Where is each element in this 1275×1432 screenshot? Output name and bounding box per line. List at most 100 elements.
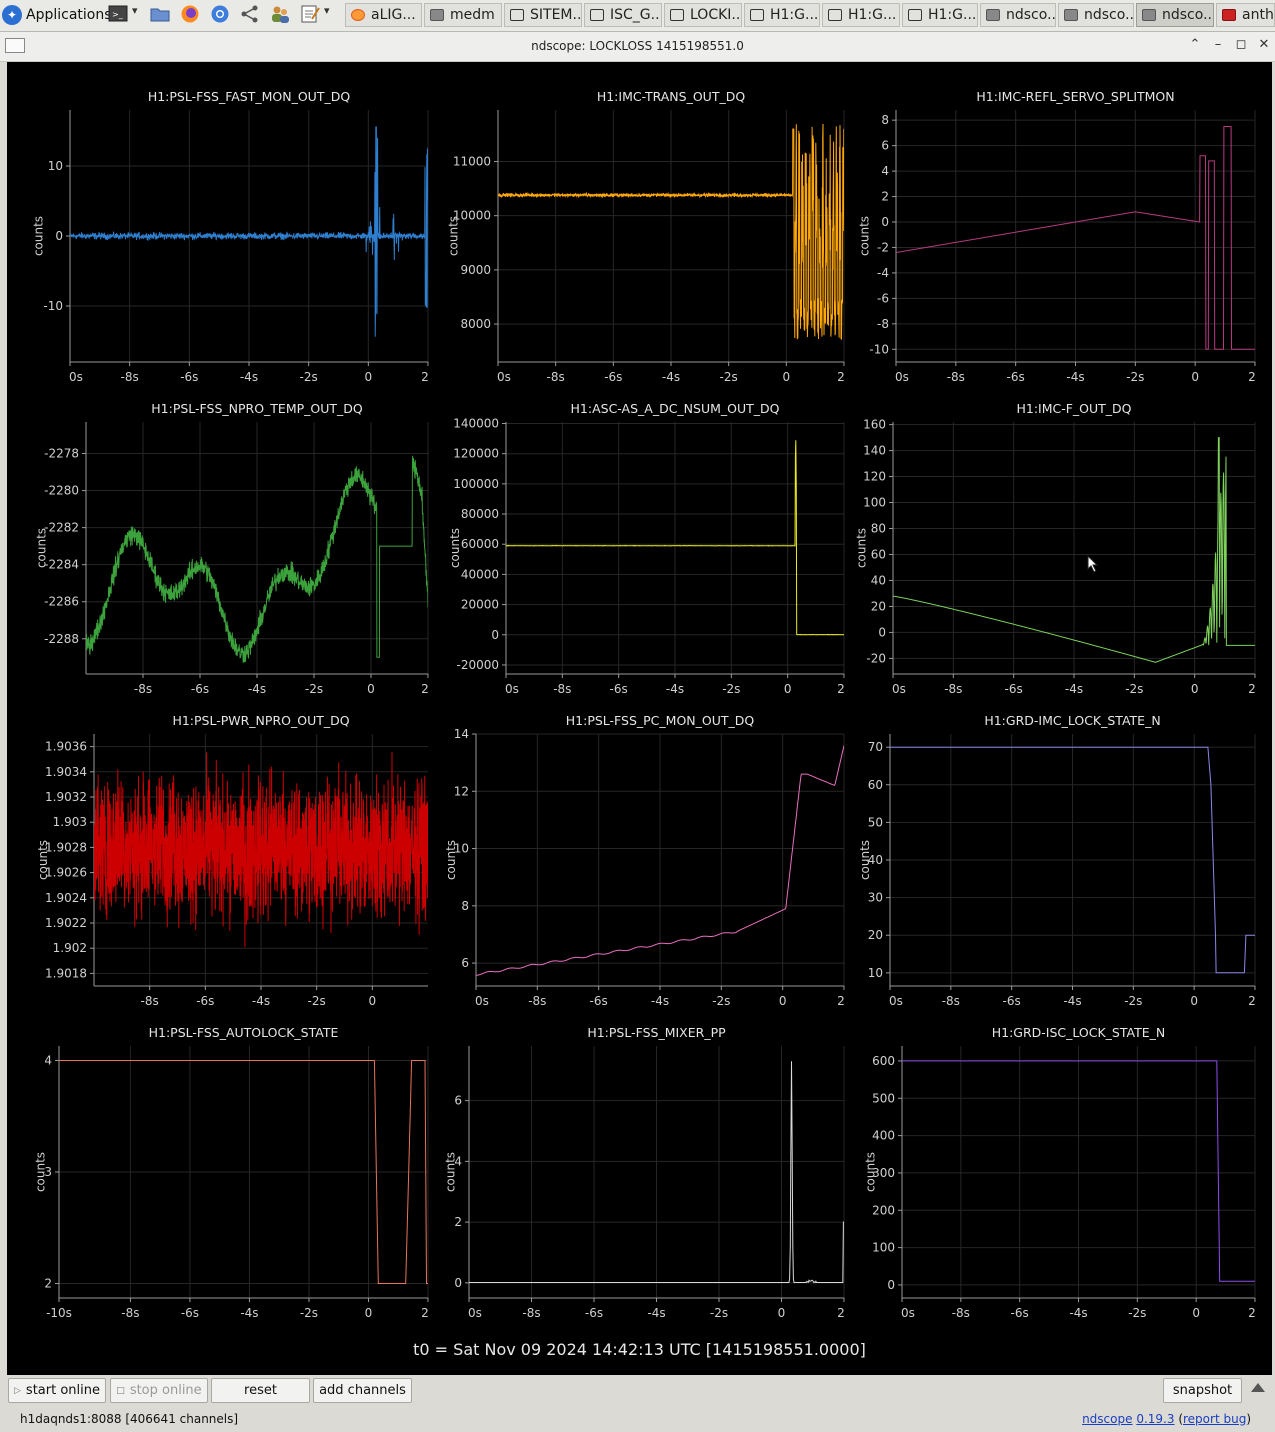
text-editor-launcher-icon[interactable] (300, 4, 320, 24)
y-axis-label: counts (447, 216, 461, 256)
x-tick-label: -8s (553, 682, 571, 696)
x-tick-label: 0 (367, 682, 375, 696)
taskbar-window-6[interactable]: H1:G... (744, 3, 820, 27)
y-axis-label: counts (858, 840, 872, 880)
folder-launcher-icon[interactable] (150, 4, 170, 24)
series-trace (94, 751, 428, 948)
taskbar-window-label: H1:G... (770, 7, 819, 23)
y-tick-label: 400 (872, 1129, 895, 1143)
x-tick-label: 0 (1192, 1306, 1200, 1320)
firefox-launcher-icon[interactable] (180, 4, 200, 24)
x-tick-label: -8s (547, 370, 565, 384)
y-tick-label: 100 (872, 1241, 895, 1255)
y-tick-label: 600 (872, 1054, 895, 1068)
series-trace (890, 746, 1255, 974)
y-tick-label: 0 (887, 1278, 895, 1292)
x-tick-label: -6s (1011, 1306, 1029, 1320)
shade-window-icon[interactable]: ⌃ (1189, 37, 1201, 52)
taskbar-window-11[interactable]: ndsco... (1136, 3, 1214, 27)
y-tick-label: -2 (877, 240, 889, 254)
y-tick-label: 20 (871, 599, 886, 613)
reset-button[interactable]: reset (211, 1378, 310, 1403)
taskbar-window-7[interactable]: H1:G... (822, 3, 900, 27)
x-tick-label: 0 (369, 994, 377, 1008)
y-tick-label: 140 (863, 444, 886, 458)
share-launcher-icon[interactable] (240, 4, 260, 24)
y-tick-label: 6 (881, 139, 889, 153)
taskbar-window-12[interactable]: antho (1216, 3, 1275, 27)
y-tick-label: 0 (55, 229, 63, 243)
x-tick-label: -4s (662, 370, 680, 384)
taskbar-window-10[interactable]: ndsco... (1058, 3, 1134, 27)
y-tick-label: 20 (868, 928, 883, 942)
version-link[interactable]: 0.19.3 (1136, 1412, 1175, 1426)
y-tick-label: -2284 (44, 558, 79, 572)
plot-area: H1:PSL-FSS_FAST_MON_OUT_DQ counts 10 0 -10 0s… (7, 62, 1272, 1375)
taskbar-window-5[interactable]: LOCKI... (664, 3, 742, 27)
y-tick-label: 1.9018 (45, 966, 87, 980)
x-tick-label: 2 (837, 682, 845, 696)
x-tick-label: 0s (895, 370, 909, 384)
taskbar-window-4[interactable]: ISC_G... (584, 3, 662, 27)
taskbar-window-3[interactable]: SITEM... (504, 3, 582, 27)
stop-online-button[interactable]: □ stop online (110, 1378, 208, 1403)
taskbar-window-2[interactable]: medm (424, 3, 502, 27)
x-tick-label: 0s (505, 682, 519, 696)
close-window-icon[interactable]: ✕ (1258, 37, 1270, 52)
report-bug-link[interactable]: report bug (1183, 1412, 1247, 1426)
chevron-down-icon-2[interactable]: ▾ (324, 4, 330, 17)
x-tick-label: 2 (1248, 682, 1256, 696)
y-tick-label: 100 (863, 496, 886, 510)
x-tick-label: -2s (722, 682, 740, 696)
taskbar-window-1[interactable]: aLIG... (345, 3, 422, 27)
y-tick-label: -6 (877, 291, 889, 305)
server-status: h1daqnds1:8088 [406641 channels] (20, 1412, 239, 1426)
window-menu-button[interactable] (5, 38, 25, 53)
taskbar-window-label: antho (1242, 7, 1274, 23)
x-tick-label: -8s (952, 1306, 970, 1320)
window-icon (430, 9, 444, 21)
minimize-window-icon[interactable]: – (1214, 37, 1222, 52)
terminal-icon (750, 9, 764, 21)
plot-title: H1:IMC-TRANS_OUT_DQ (597, 89, 746, 104)
y-tick-label: 14 (454, 727, 469, 741)
chromium-launcher-icon[interactable] (210, 4, 230, 24)
taskbar-window-label: H1:G... (928, 7, 977, 23)
applications-menu[interactable]: ✦ Applications (2, 3, 112, 27)
x-tick-label: -2s (300, 1306, 318, 1320)
maximize-window-icon[interactable]: ◻ (1235, 37, 1247, 52)
x-tick-label: -2s (1124, 994, 1142, 1008)
collapse-arrow-icon[interactable] (1251, 1383, 1265, 1392)
users-launcher-icon[interactable] (270, 4, 290, 24)
y-tick-label: 500 (872, 1091, 895, 1105)
snapshot-button[interactable]: snapshot (1163, 1378, 1242, 1403)
x-tick-label: -4s (252, 994, 270, 1008)
x-tick-label: 2 (837, 370, 845, 384)
x-tick-label: 0 (778, 1306, 786, 1320)
x-tick-label: 0s (468, 1306, 482, 1320)
terminal-launcher-icon[interactable]: >_ (108, 4, 128, 24)
chevron-down-icon[interactable]: ▾ (132, 4, 138, 17)
taskbar-window-8[interactable]: H1:G... (902, 3, 978, 27)
y-tick-label: 40 (871, 573, 886, 587)
add-channels-button[interactable]: add channels (313, 1378, 412, 1403)
y-tick-label: 300 (872, 1166, 895, 1180)
y-tick-label: 6 (454, 1094, 462, 1108)
start-online-button[interactable]: ▷ start online (8, 1378, 106, 1403)
ndscope-link[interactable]: ndscope (1082, 1412, 1133, 1426)
x-tick-label: -2s (1126, 370, 1144, 384)
taskbar-window-9[interactable]: ndsco... (980, 3, 1056, 27)
y-tick-label: 12 (454, 784, 469, 798)
